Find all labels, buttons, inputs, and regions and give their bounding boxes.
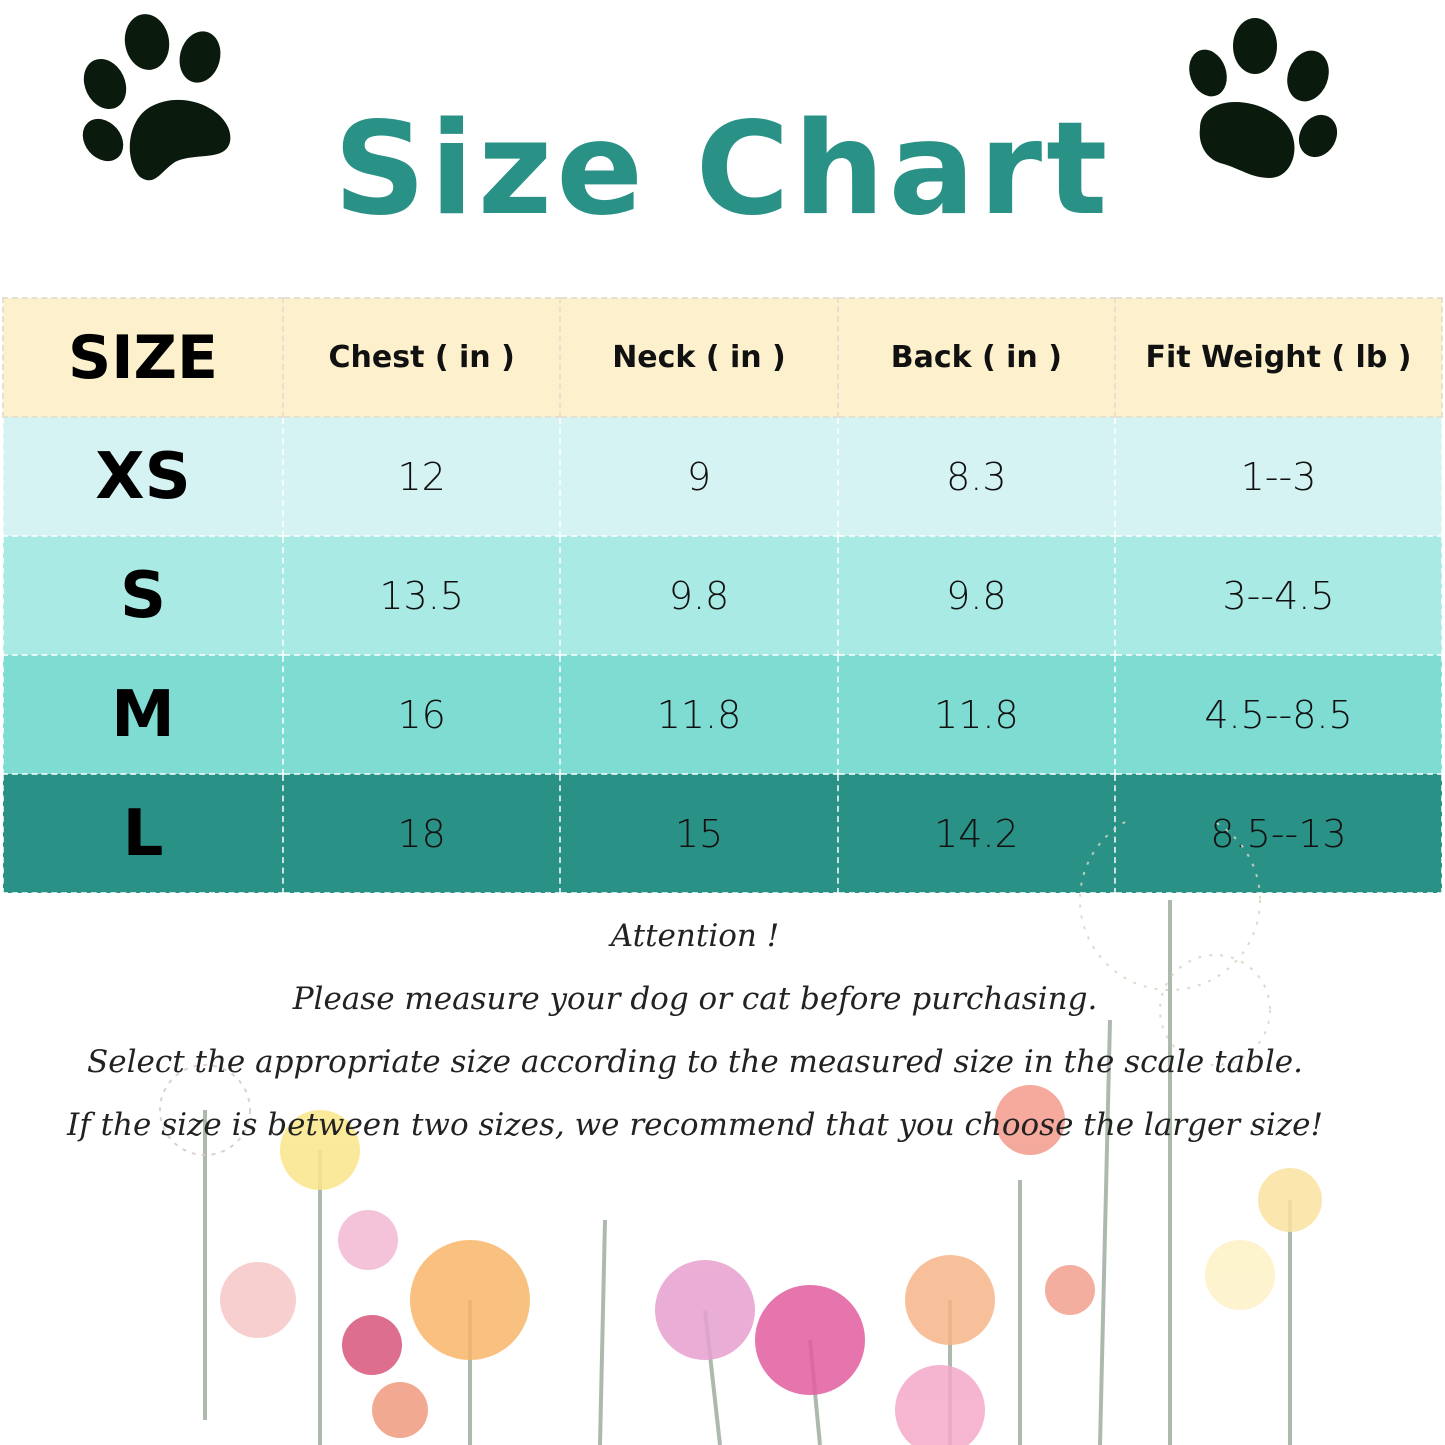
- back-cell: 11.8: [836, 654, 1117, 775]
- size-cell: M: [2, 654, 284, 775]
- attention-heading: Attention !: [610, 918, 780, 954]
- neck-cell: 15: [559, 773, 839, 894]
- paw-print-icon: [82, 14, 231, 181]
- back-cell: 9.8: [836, 535, 1117, 656]
- header-back: Back ( in ): [836, 297, 1117, 418]
- table-row: M 16 11.8 11.8 4.5--8.5: [2, 654, 1443, 775]
- size-cell: S: [2, 535, 284, 656]
- size-table: SIZE Chest ( in ) Neck ( in ) Back ( in …: [2, 297, 1443, 894]
- size-cell: XS: [2, 416, 284, 537]
- table-row: L 18 15 14.2 8.5--13: [2, 773, 1443, 894]
- back-cell: 8.3: [836, 416, 1117, 537]
- neck-cell: 11.8: [559, 654, 839, 775]
- chest-cell: 18: [281, 773, 562, 894]
- neck-cell: 9.8: [559, 535, 839, 656]
- weight-cell: 3--4.5: [1114, 535, 1443, 656]
- note-line: Select the appropriate size according to…: [86, 1044, 1303, 1080]
- page-title: Size Chart: [333, 95, 1112, 244]
- flower-illustration: [159, 820, 1322, 1445]
- header-weight: Fit Weight ( lb ): [1114, 297, 1443, 418]
- table-row: S 13.5 9.8 9.8 3--4.5: [2, 535, 1443, 656]
- weight-cell: 4.5--8.5: [1114, 654, 1443, 775]
- back-cell: 14.2: [836, 773, 1117, 894]
- neck-cell: 9: [559, 416, 839, 537]
- weight-cell: 8.5--13: [1114, 773, 1443, 894]
- table-row: XS 12 9 8.3 1--3: [2, 416, 1443, 537]
- paw-print-icon: [1189, 18, 1338, 178]
- table-header-row: SIZE Chest ( in ) Neck ( in ) Back ( in …: [2, 297, 1443, 418]
- chest-cell: 12: [281, 416, 562, 537]
- chest-cell: 16: [281, 654, 562, 775]
- header-neck: Neck ( in ): [559, 297, 839, 418]
- header-size: SIZE: [2, 297, 284, 418]
- note-line: If the size is between two sizes, we rec…: [67, 1107, 1323, 1143]
- header-chest: Chest ( in ): [281, 297, 562, 418]
- note-line: Please measure your dog or cat before pu…: [292, 981, 1098, 1017]
- weight-cell: 1--3: [1114, 416, 1443, 537]
- chest-cell: 13.5: [281, 535, 562, 656]
- size-cell: L: [2, 773, 284, 894]
